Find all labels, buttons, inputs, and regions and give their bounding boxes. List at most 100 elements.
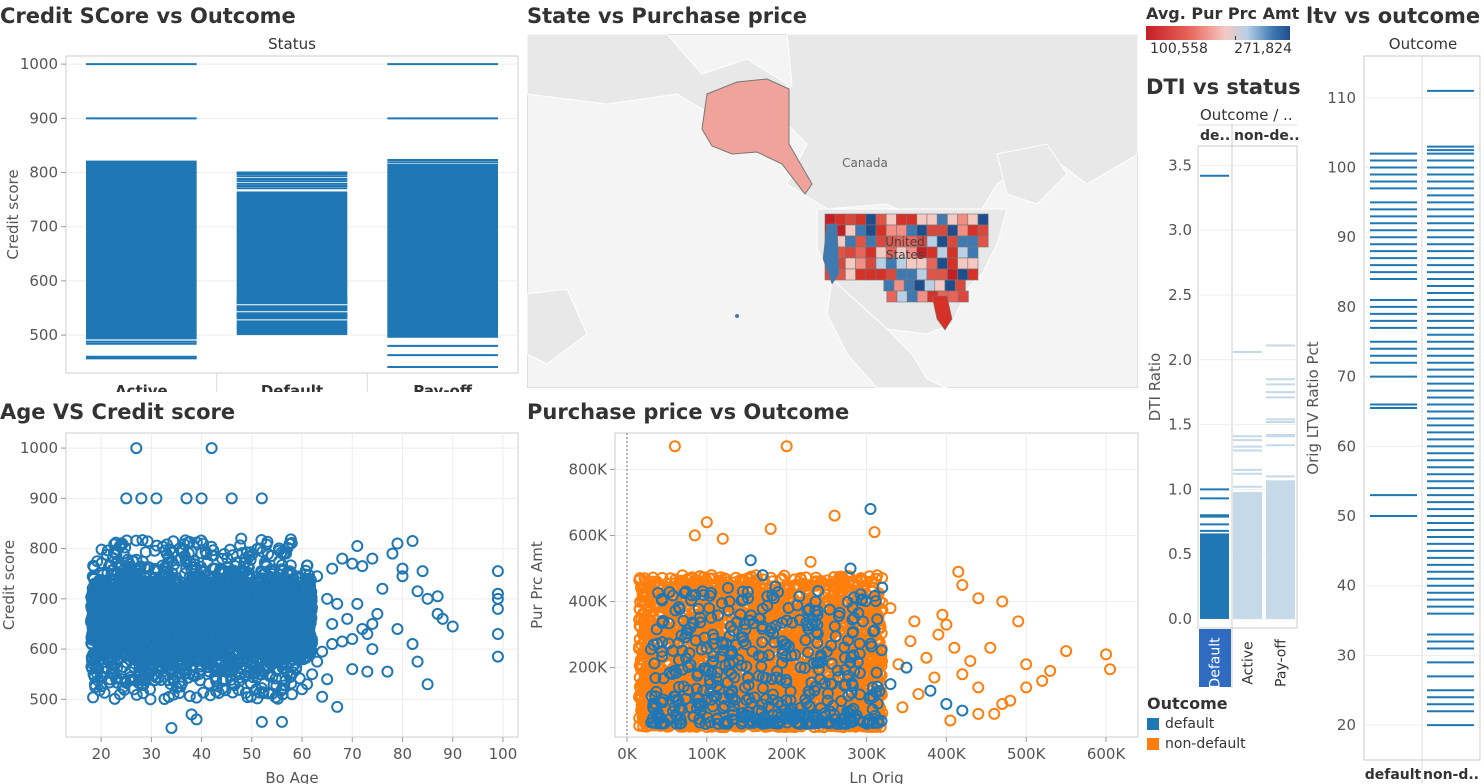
data-point [491, 565, 504, 578]
data-point [278, 649, 291, 662]
data-point [116, 537, 129, 550]
data-point [491, 650, 504, 663]
data-point [154, 620, 167, 633]
data-point [158, 643, 171, 656]
data-point [192, 582, 205, 595]
state-cell [977, 213, 989, 226]
y-tick-label: 800 [29, 164, 58, 182]
state-cell [947, 246, 958, 259]
data-point [95, 543, 108, 556]
data-point [224, 661, 237, 674]
data-point [248, 633, 261, 646]
state-cell [917, 290, 928, 303]
data-point [215, 565, 228, 578]
data-point [283, 584, 296, 597]
data-point [147, 583, 160, 596]
state-cell [845, 257, 856, 270]
data-point [130, 442, 143, 455]
state-cell [957, 246, 969, 259]
data-point [306, 668, 319, 681]
data-point [212, 686, 225, 699]
data-point [212, 584, 225, 597]
data-point [303, 584, 316, 597]
data-point [239, 686, 252, 699]
y-tick-label: 800K [569, 460, 609, 478]
data-point [316, 645, 329, 658]
data-point [283, 537, 296, 550]
data-point [120, 676, 133, 689]
data-point [215, 629, 228, 642]
data-point [261, 591, 274, 604]
data-point [103, 676, 116, 689]
title-credit-outcome: Credit SCore vs Outcome [0, 4, 296, 28]
y-tick-label: 700 [29, 218, 58, 236]
data-point [90, 649, 103, 662]
data-point [166, 666, 179, 679]
category-label: Default [261, 382, 323, 392]
age-credit-chart: 20 30 40 50 60 70 80 90 1005006007008009001000Bo… [0, 432, 519, 784]
data-point [282, 608, 295, 621]
data-point [147, 613, 160, 626]
bar-active [86, 160, 197, 340]
data-point [396, 562, 409, 575]
y-tick-label: 900 [29, 109, 58, 127]
data-point [249, 666, 262, 679]
data-point [436, 612, 449, 625]
title-state-price: State vs Purchase price [527, 4, 808, 28]
title-ltv-outcome: ltv vs outcome [1306, 4, 1481, 28]
data-point [192, 602, 205, 615]
data-point [431, 590, 444, 603]
data-point [256, 545, 269, 558]
data-point [104, 559, 117, 572]
x-tick-label: 90 [443, 745, 462, 763]
map-label-us2: States [886, 248, 924, 262]
data-point [160, 659, 173, 672]
data-point [150, 539, 163, 552]
state-cell [947, 257, 958, 270]
data-point [216, 663, 229, 676]
data-point [130, 553, 143, 566]
data-point [183, 690, 196, 703]
data-point [154, 673, 167, 686]
data-point [260, 620, 273, 633]
data-point [135, 492, 148, 505]
data-point [446, 620, 459, 633]
data-point [186, 590, 199, 603]
y-tick-label: 600 [29, 272, 58, 290]
state-cell [845, 268, 856, 281]
data-point [148, 674, 161, 687]
x-axis-label: Bo Age [265, 769, 318, 784]
land-siberia [527, 288, 588, 365]
data-point [108, 692, 121, 705]
x-tick-label: 100 [489, 745, 518, 763]
data-point [87, 691, 100, 704]
data-point [386, 547, 399, 560]
data-point [255, 566, 268, 579]
data-point [406, 535, 419, 548]
data-point [225, 623, 238, 636]
state-cell [926, 224, 938, 237]
state-cell [967, 246, 979, 259]
data-point [299, 627, 312, 640]
data-point [161, 556, 174, 569]
data-point [232, 683, 245, 696]
data-point [101, 566, 114, 579]
data-point [275, 715, 288, 728]
data-point [366, 617, 379, 630]
data-point [214, 649, 227, 662]
data-point [411, 655, 424, 668]
state-cell [926, 235, 938, 248]
data-point [138, 617, 151, 630]
state-cell [875, 213, 887, 226]
state-cell [855, 246, 867, 259]
data-point [108, 538, 121, 551]
data-point [284, 559, 297, 572]
state-cell [936, 246, 948, 259]
state-cell [845, 246, 856, 259]
data-point [336, 552, 349, 565]
data-point [311, 570, 324, 583]
state-cell [957, 268, 969, 281]
data-point [194, 576, 207, 589]
data-point [209, 562, 222, 575]
